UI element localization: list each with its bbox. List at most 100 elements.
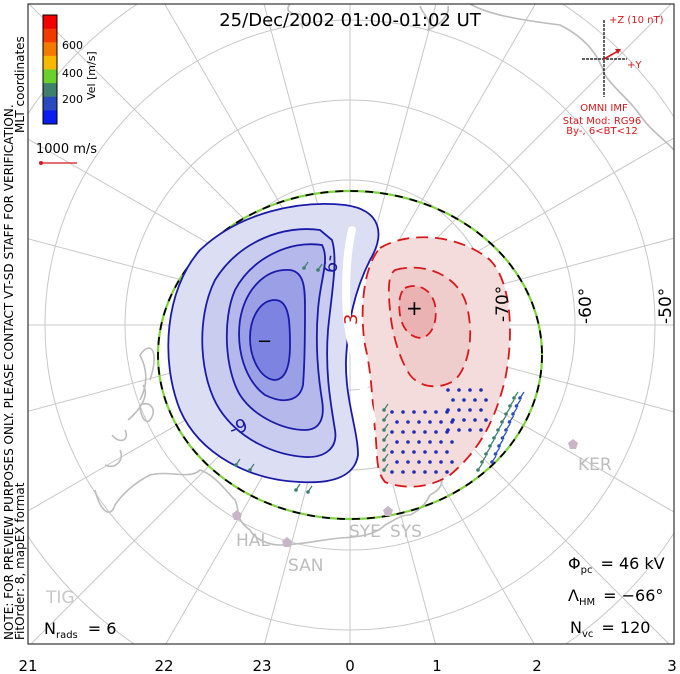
preview-note: NOTE: FOR PREVIEW PURPOSES ONLY. PLEASE … [2,104,16,640]
velocity-vector-point [434,430,438,434]
velocity-vector-stub [481,455,487,463]
velocity-vector-stub [501,415,507,423]
mlt-tick-3: 3 [667,657,677,674]
meridian-line [395,370,670,644]
velocity-vector-stub [512,407,518,415]
velocity-vector-point [423,470,427,474]
meridian-line [164,4,318,269]
velocity-vector-point [434,450,438,454]
colorbar-segment [43,42,57,57]
velocity-vector-point [395,420,399,424]
latitude-label-50: -50° [656,288,676,324]
velocity-vector-point [451,418,455,422]
velocity-vector-point [462,418,466,422]
velocity-vector-stub [485,447,491,455]
reference-vector-origin [39,161,43,165]
velocity-vector-stub [509,415,514,423]
velocity-vector-point [417,460,421,464]
velocity-vector-point [390,470,394,474]
velocity-vector-point [406,460,410,464]
velocity-vector-stub [519,391,525,399]
velocity-vector-stub [498,439,504,447]
station-label-tig: TIG [45,588,75,608]
velocity-vector-stub [249,463,255,471]
meridian-line [263,4,334,263]
stat-n-rads: Nrads = 6 [44,619,116,641]
velocity-vector-stub [303,261,309,269]
velocity-vector-point [439,460,443,464]
svg-text:Nrads= 6: Nrads = 6 [44,619,116,641]
meridian-line [395,4,672,280]
velocity-vector-stub [235,458,241,466]
velocity-vector-point [412,410,416,414]
velocity-vector-stub [383,403,389,411]
meridian-line [412,237,674,309]
velocity-vector-point [401,470,405,474]
velocity-vector-point [417,420,421,424]
velocity-vector-stub [513,391,519,399]
latitude-label-60: -60° [576,288,596,324]
velocity-vector-point [395,460,399,464]
velocity-vector-stub [502,431,507,439]
velocity-vector-stub [497,423,503,431]
velocity-vector-point [412,450,416,454]
station-label-sys: SYS [390,522,422,542]
velocity-vector-point [450,460,454,464]
velocity-vector-point [406,420,410,424]
meridian-line [382,381,535,644]
velocity-vector-point [423,410,427,414]
mlt-tick-1: 1 [432,657,442,674]
coastlines [94,4,674,546]
velocity-vector-stub [317,263,323,271]
velocity-vector-point [473,418,477,422]
station-marker-ker [568,439,578,449]
velocity-vector-point [423,450,427,454]
velocity-vector-point [446,408,450,412]
mlt-tick-21: 21 [18,657,37,674]
meridian-line [165,381,318,644]
mlt-tick-2: 2 [532,657,542,674]
velocity-vector-stub [509,399,515,407]
hm-boundary-dashed [157,190,543,520]
velocity-vector-stub [307,485,313,493]
meridian-line [28,138,294,293]
colorbar-segment [43,69,57,84]
mlt-axis: 21 22 23 0 1 2 3 [18,657,676,674]
colorbar-tick-400: 400 [62,67,83,80]
meridian-line [28,238,288,309]
velocity-vector-point [417,440,421,444]
station-marker-sys [383,506,393,516]
velocity-vector-point [457,428,461,432]
velocity-vector-point [468,408,472,412]
meridian-line [406,357,674,513]
velocity-vector-point [462,398,466,402]
velocity-vector-point [412,430,416,434]
colorbar-tick-200: 200 [62,93,83,106]
velocity-vector-point [446,388,450,392]
contour-label-pos: 3 [341,314,362,325]
meridian-line [28,341,288,412]
velocity-vector-point [428,440,432,444]
velocity-vector-point [457,408,461,412]
imf-source: OMNI IMF [580,103,628,114]
colorbar-segment [43,55,57,70]
velocity-vector-stub [383,463,389,471]
velocity-vector-point [390,450,394,454]
reference-vector-label: 1000 m/s [36,142,97,157]
station-markers [232,439,578,547]
velocity-vector-point [479,388,483,392]
fit-order-note: FitOrder: 8, mapEX format [13,482,27,640]
station-label-hal: HAL [236,531,270,551]
meridian-line [28,357,294,512]
colorbar-tick-600: 600 [62,39,83,52]
velocity-vector-point [434,410,438,414]
velocity-vector-point [445,450,449,454]
velocity-vector-stub [295,483,301,491]
velocity-vector-point [451,398,455,402]
velocity-vector-point [484,418,488,422]
velocity-colorbar [43,15,57,125]
velocity-vector-point [439,420,443,424]
velocity-vector-stub [383,433,389,441]
colorbar-frame [42,14,58,125]
imf-bin: By-, 6<BT<12 [566,126,637,137]
